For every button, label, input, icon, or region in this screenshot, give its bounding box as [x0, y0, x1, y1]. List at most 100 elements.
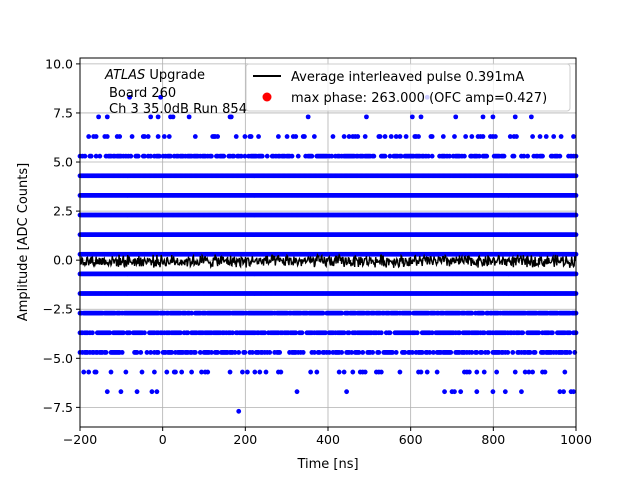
sample-point [119, 350, 125, 355]
sample-point [350, 369, 356, 375]
sample-point [557, 153, 563, 159]
sample-point [448, 350, 454, 355]
annotation-line-3: Ch 3 35.0dB Run 854 [109, 102, 247, 117]
sample-point [108, 369, 114, 375]
sample-point [127, 330, 132, 336]
sample-point [525, 153, 531, 159]
sample-point [197, 350, 203, 355]
sample-point [336, 369, 342, 375]
sample-point [457, 330, 462, 336]
sample-point [82, 153, 88, 159]
sample-point [362, 134, 368, 139]
sample-point [344, 389, 349, 395]
sample-point [393, 134, 399, 139]
sample-point [277, 350, 283, 355]
sample-point [561, 389, 566, 395]
legend-entry-average-pulse: Average interleaved pulse 0.391mA [291, 70, 524, 85]
sample-point [256, 134, 261, 139]
sample-point [230, 330, 235, 336]
sample-point [434, 369, 440, 375]
sample-point [397, 369, 403, 375]
sample-point [426, 153, 431, 159]
x-tick-label: 1000 [560, 432, 592, 447]
sample-point [481, 330, 487, 336]
sample-point [129, 134, 135, 139]
sample-point [209, 153, 214, 159]
sample-point [429, 134, 435, 139]
sample-point [152, 369, 157, 375]
sample-point [169, 350, 175, 355]
x-tick-label: 200 [233, 432, 257, 447]
sample-point [442, 389, 447, 395]
x-tick-label: 0 [159, 432, 167, 447]
sample-point [371, 153, 377, 159]
sample-point [530, 134, 535, 139]
sample-point [299, 330, 305, 336]
sample-point [185, 330, 191, 336]
sample-point [519, 389, 524, 395]
sample-point [393, 350, 399, 355]
sample-point [252, 369, 258, 375]
sample-point [398, 153, 404, 159]
sample-point [382, 134, 388, 139]
x-tick-label: 600 [399, 432, 423, 447]
sample-point [320, 310, 326, 316]
sample-point [512, 114, 518, 120]
sample-point [209, 350, 214, 355]
sample-point [339, 350, 345, 355]
sample-point [166, 134, 172, 139]
sample-point [557, 389, 563, 395]
sample-point [571, 389, 576, 395]
sample-point [326, 350, 332, 355]
sample-point [242, 350, 248, 355]
sample-point [480, 310, 486, 316]
sample-point [453, 114, 459, 120]
sample-point [476, 153, 482, 159]
annotation-upgrade: Upgrade [145, 68, 205, 83]
sample-point [474, 389, 480, 395]
sample-point [485, 350, 491, 355]
sample-point [536, 330, 542, 336]
sample-point [155, 114, 161, 120]
sample-point [164, 369, 170, 375]
sample-point [356, 350, 362, 355]
sample-point [429, 153, 435, 159]
sample-point [257, 369, 263, 375]
sample-point [156, 153, 162, 159]
sample-point [567, 350, 573, 355]
sample-point [170, 114, 176, 120]
sample-point [173, 369, 178, 375]
sample-point [242, 134, 248, 139]
sample-point [192, 350, 198, 355]
sample-point [264, 153, 270, 159]
sample-point [104, 134, 110, 139]
sample-point [284, 134, 290, 139]
sample-point [558, 134, 564, 139]
sample-point [424, 369, 430, 375]
sample-point [168, 153, 173, 159]
sample-point [502, 389, 508, 395]
sample-point [447, 153, 452, 159]
sample-point [323, 330, 328, 336]
sample-point [215, 134, 221, 139]
sample-point [311, 134, 317, 139]
sample-point [480, 114, 486, 120]
atlas-annotation: ATLAS Upgrade Board 260 Ch 3 35.0dB Run … [104, 68, 247, 117]
sample-point [232, 350, 238, 355]
sample-point [221, 153, 227, 159]
sample-point [158, 94, 164, 100]
y-tick-label: −5.0 [43, 351, 73, 366]
sample-point [145, 134, 151, 139]
sample-point [440, 134, 446, 139]
sample-point [370, 350, 376, 355]
sample-point [138, 350, 144, 355]
sample-point [409, 114, 415, 120]
average-pulse-series [79, 252, 577, 269]
sample-point [240, 369, 245, 375]
sample-point [462, 153, 467, 159]
y-tick-label: −2.5 [43, 302, 73, 317]
sample-point [295, 153, 301, 159]
sample-point [107, 330, 113, 336]
y-tick-label: 2.5 [53, 204, 73, 219]
